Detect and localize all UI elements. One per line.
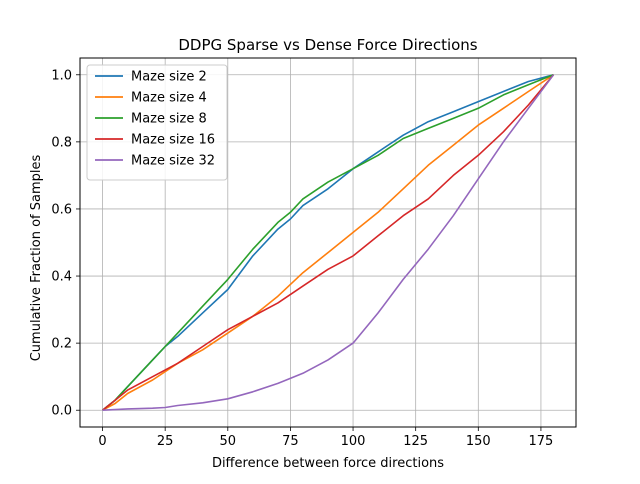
x-tick-label: 50 xyxy=(220,434,237,449)
legend-label: Maze size 8 xyxy=(131,112,207,127)
x-tick-label: 150 xyxy=(466,434,491,449)
y-tick-label: 0.8 xyxy=(51,135,72,150)
y-tick-label: 0.0 xyxy=(51,404,72,419)
series-line-maze-size-16 xyxy=(102,74,555,411)
y-tick-label: 0.6 xyxy=(51,202,72,217)
legend-label: Maze size 32 xyxy=(131,154,215,169)
x-tick-label: 175 xyxy=(529,434,554,449)
y-axis-label: Cumulative Fraction of Samples xyxy=(29,155,44,362)
series-line-maze-size-4 xyxy=(102,74,554,411)
legend: Maze size 2 Maze size 4 Maze size 8 Maze si… xyxy=(86,64,228,181)
axis-ticks: 0 25 50 75 100 125 150 175 0.0 0.2 0.4 0.6 0.8 1.0 xyxy=(51,68,553,449)
y-tick-label: 0.2 xyxy=(51,337,72,352)
x-tick-label: 100 xyxy=(341,434,366,449)
legend-label: Maze size 16 xyxy=(131,133,215,148)
series-lines xyxy=(102,74,555,411)
x-tick-label: 75 xyxy=(282,434,299,449)
series-line-maze-size-8 xyxy=(102,74,554,411)
legend-box xyxy=(86,64,228,181)
legend-label: Maze size 2 xyxy=(131,70,207,85)
legend-label: Maze size 4 xyxy=(131,91,207,106)
y-tick-label: 1.0 xyxy=(51,68,72,83)
x-tick-label: 125 xyxy=(403,434,428,449)
x-tick-label: 0 xyxy=(98,434,106,449)
x-axis-label: Difference between force directions xyxy=(212,456,444,471)
series-line-maze-size-32 xyxy=(102,74,555,411)
plot-area xyxy=(79,57,577,428)
chart-title: DDPG Sparse vs Dense Force Directions xyxy=(178,36,477,54)
y-tick-label: 0.4 xyxy=(51,270,72,285)
x-tick-label: 25 xyxy=(157,434,174,449)
